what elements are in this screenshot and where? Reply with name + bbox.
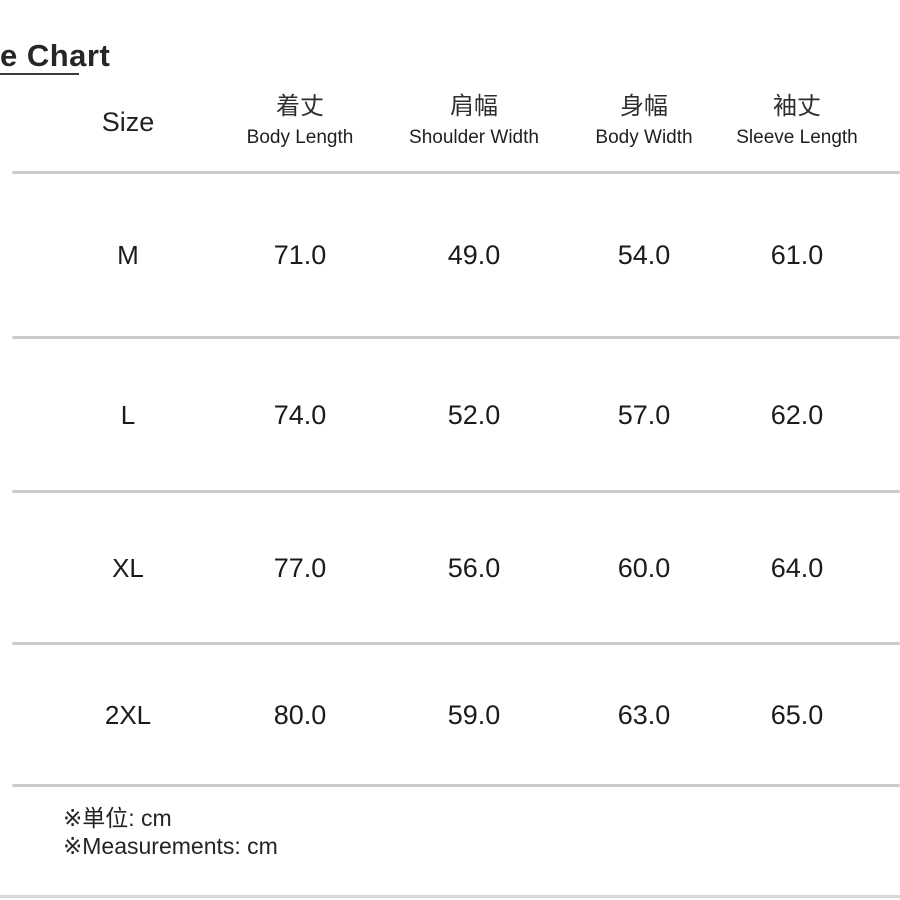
row-divider <box>12 642 900 645</box>
column-header-en: Body Width <box>595 127 693 148</box>
column-header-sleeve-length: 袖丈 Sleeve Length <box>727 90 867 154</box>
footnotes: ※単位: cm ※Measurements: cm <box>63 804 278 860</box>
row-divider <box>12 336 900 339</box>
column-header-en: Sleeve Length <box>736 127 858 148</box>
column-header-body-length: 着丈 Body Length <box>213 90 387 154</box>
body-length-value: 71.0 <box>273 240 327 270</box>
shoulder-width-value: 59.0 <box>447 700 501 730</box>
unit-note-jp: ※単位: cm <box>63 805 172 831</box>
row-divider <box>12 784 900 787</box>
body-length-value: 80.0 <box>273 700 327 730</box>
body-width-value: 57.0 <box>617 399 671 430</box>
size-label: M <box>117 240 139 270</box>
size-label: XL <box>112 552 144 583</box>
page-title: e Chart <box>0 38 111 73</box>
header-divider <box>12 171 900 174</box>
column-header-jp: 袖丈 <box>773 93 821 120</box>
column-header-jp: 着丈 <box>276 93 324 120</box>
body-length-value: 77.0 <box>273 552 327 583</box>
column-header-size: Size <box>101 106 155 137</box>
body-width-value: 54.0 <box>617 240 671 270</box>
table-row-m: M 71.0 49.0 54.0 61.0 <box>43 173 867 338</box>
column-header-en: Shoulder Width <box>409 127 539 148</box>
sleeve-length-value: 61.0 <box>770 240 824 270</box>
unit-note-en: ※Measurements: cm <box>63 833 278 859</box>
table-row-l: L 74.0 52.0 57.0 62.0 <box>43 338 867 492</box>
table-header: Size 着丈 Body Length 肩幅 Shoulder Width 身幅… <box>43 90 867 154</box>
sleeve-length-value: 62.0 <box>770 399 824 430</box>
table-row-xl: XL 77.0 56.0 60.0 64.0 <box>43 492 867 644</box>
column-header-jp: 肩幅 <box>450 93 498 120</box>
body-length-value: 74.0 <box>273 399 327 430</box>
column-header-jp: 身幅 <box>620 93 668 120</box>
size-label: 2XL <box>104 700 152 730</box>
sleeve-length-value: 64.0 <box>770 552 824 583</box>
column-header-en: Body Length <box>246 127 354 148</box>
sleeve-length-value: 65.0 <box>770 700 824 730</box>
size-label: L <box>120 399 136 430</box>
shoulder-width-value: 49.0 <box>447 240 501 270</box>
body-width-value: 63.0 <box>617 700 671 730</box>
row-divider <box>12 490 900 493</box>
shoulder-width-value: 52.0 <box>447 399 501 430</box>
column-header-body-width: 身幅 Body Width <box>561 90 727 154</box>
bottom-border-line <box>0 895 900 898</box>
title-underline <box>0 73 79 75</box>
shoulder-width-value: 56.0 <box>447 552 501 583</box>
column-header-shoulder-width: 肩幅 Shoulder Width <box>387 90 561 154</box>
table-row-2xl: 2XL 80.0 59.0 63.0 65.0 <box>43 644 867 787</box>
body-width-value: 60.0 <box>617 552 671 583</box>
